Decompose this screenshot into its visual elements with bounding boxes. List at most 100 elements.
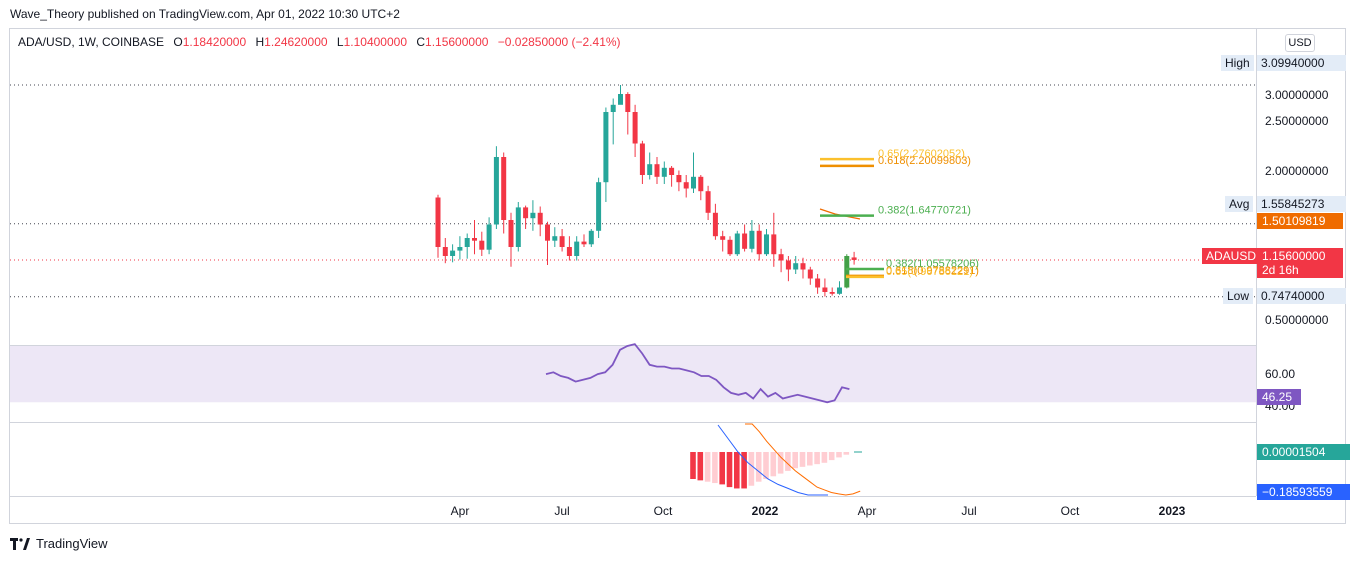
- candle-body: [574, 241, 580, 256]
- candle-body: [727, 239, 733, 255]
- candle-body: [771, 234, 777, 255]
- fibonacci-level-label: 0.65(0.96786121): [886, 266, 973, 278]
- macd-histogram-bar: [792, 452, 798, 469]
- footer-brand-label: TradingView: [36, 536, 108, 551]
- macd-histogram-bar: [807, 452, 813, 466]
- candle-body: [588, 230, 594, 245]
- rsi-tick: 60.00: [1265, 367, 1296, 381]
- ma-value-badge: 1.50109819: [1257, 213, 1343, 229]
- candle-body: [764, 234, 769, 255]
- candle-body: [844, 256, 850, 288]
- time-axis-border: [10, 496, 1256, 497]
- time-tick: 2023: [1158, 504, 1186, 518]
- footer-brand[interactable]: TradingView: [10, 536, 108, 551]
- low-label: Low: [1223, 288, 1254, 304]
- candle-body: [654, 164, 660, 177]
- rsi-band: [10, 346, 1256, 403]
- candle-body: [742, 233, 748, 249]
- rsi-value-badge: 46.25: [1257, 389, 1301, 405]
- candle-body: [515, 207, 521, 247]
- macd-histogram-bar: [712, 452, 718, 484]
- fibonacci-level-label: 0.618(0.97882291): [886, 265, 979, 277]
- high-label: High: [1221, 55, 1254, 71]
- macd-histogram-bar: [734, 452, 740, 489]
- candle-body: [537, 212, 543, 225]
- price-tick: 3.00000000: [1265, 88, 1329, 102]
- candle-body: [822, 287, 828, 292]
- legend-low: 1.10400000: [343, 35, 407, 49]
- legend-close-label: C: [416, 35, 426, 49]
- candle-body: [493, 157, 499, 225]
- macd-histogram-bar: [770, 452, 777, 477]
- legend-high-label: H: [255, 35, 265, 49]
- time-tick: Oct: [653, 504, 673, 518]
- candle-body: [472, 238, 477, 241]
- candle-body: [479, 240, 485, 250]
- currency-button[interactable]: USD: [1285, 34, 1315, 52]
- macd-histogram-bar: [763, 452, 769, 479]
- price-tick: 0.50000000: [1265, 313, 1329, 327]
- candle-body: [691, 176, 696, 189]
- rsi-line: [545, 343, 850, 404]
- candle-body: [457, 247, 463, 251]
- countdown-badge: 2d 16h: [1257, 262, 1343, 278]
- candle-body: [705, 191, 711, 213]
- candle-body: [807, 269, 813, 279]
- macd-histogram-bar: [697, 452, 704, 481]
- pane-separator-macd[interactable]: [10, 422, 1256, 423]
- time-tick: 2022: [751, 504, 779, 518]
- macd-signal-line: [745, 423, 861, 496]
- time-tick: Oct: [1060, 504, 1080, 518]
- candle-body: [610, 104, 616, 112]
- time-tick: Apr: [450, 504, 470, 518]
- chart-frame: [9, 28, 1346, 524]
- macd-histogram-bar: [777, 452, 784, 474]
- candle-body: [829, 292, 835, 294]
- candle-body: [545, 224, 550, 241]
- candle-body: [581, 241, 587, 245]
- symbol-legend: ADA/USD, 1W, COINBASE O1.18420000 H1.246…: [18, 35, 621, 49]
- macd-histogram-bar: [719, 452, 725, 485]
- legend-low-label: L: [336, 35, 344, 49]
- candle-body: [508, 220, 514, 247]
- legend-symbol[interactable]: ADA/USD, 1W, COINBASE: [18, 35, 165, 49]
- pane-separator-rsi[interactable]: [10, 345, 1256, 346]
- macd-signal-badge: −0.18593559: [1257, 484, 1350, 500]
- avg-value: 1.55845273: [1257, 196, 1346, 212]
- tradingview-logo-icon: [10, 537, 30, 550]
- candle-body: [800, 263, 806, 270]
- candle-body: [734, 233, 740, 255]
- avg-label: Avg: [1225, 196, 1254, 212]
- candle-body: [603, 112, 609, 183]
- candle-body: [793, 263, 799, 270]
- candle-body: [661, 167, 667, 177]
- macd-histogram-bar: [741, 452, 747, 489]
- fibonacci-level-label: 0.382(1.64770721): [878, 205, 971, 217]
- candle-body: [720, 236, 726, 240]
- candle-body: [785, 260, 791, 270]
- high-value: 3.09940000: [1257, 55, 1346, 71]
- legend-high: 1.24620000: [264, 35, 328, 49]
- candle-body: [698, 176, 704, 192]
- candle-body: [530, 212, 536, 219]
- fibonacci-level-label: 0.65(2.27602052): [878, 148, 965, 160]
- macd-histogram-bar: [704, 452, 711, 482]
- last-price-badge: 1.15600000: [1257, 248, 1343, 264]
- candle-body: [632, 112, 638, 144]
- candle-body: [756, 230, 762, 255]
- candle-body: [749, 230, 755, 249]
- macd-histogram-bar: [836, 452, 842, 458]
- macd-histogram-bar: [755, 452, 762, 482]
- symbol-tag: ADAUSD: [1202, 248, 1261, 264]
- candle-body: [596, 182, 602, 231]
- publish-line: Wave_Theory published on TradingView.com…: [10, 7, 400, 21]
- candle-body: [683, 182, 689, 189]
- legend-change: −0.02850000 (−2.41%): [497, 35, 621, 49]
- macd-histogram-bar: [785, 452, 791, 471]
- moving-average-line: [819, 208, 861, 220]
- candle-body: [566, 247, 572, 256]
- candle-body: [647, 164, 653, 175]
- macd-histogram-bar: [828, 452, 835, 461]
- candle-body: [435, 197, 441, 247]
